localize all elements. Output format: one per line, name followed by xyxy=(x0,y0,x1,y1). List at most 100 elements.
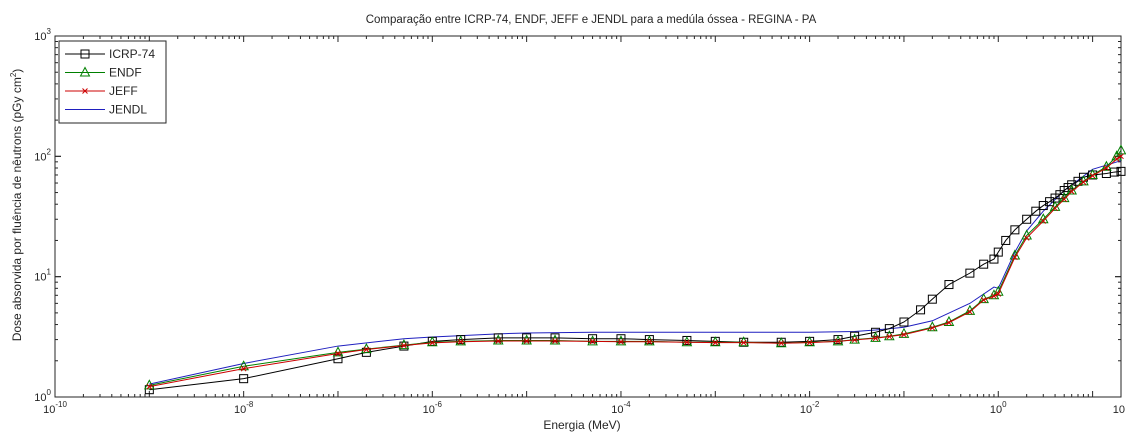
data-point-endf xyxy=(1115,144,1126,155)
data-point-jeff xyxy=(429,339,436,346)
data-point-endf xyxy=(927,321,938,332)
data-point-icrp-74 xyxy=(1116,166,1126,176)
data-point-icrp-74 xyxy=(993,247,1003,257)
x-tick-label-exponent: -8 xyxy=(246,400,254,409)
y-tick-label-exponent: 3 xyxy=(47,27,52,36)
data-point-jeff xyxy=(806,339,813,346)
data-point-jeff xyxy=(991,293,997,299)
data-point-icrp-74 xyxy=(1001,235,1011,245)
x-tick-label-exponent: 0 xyxy=(1002,400,1007,409)
data-point-jeff xyxy=(1118,153,1124,160)
data-point-endf xyxy=(870,331,881,342)
data-point-endf xyxy=(398,339,410,350)
y-tick-label-exponent: 2 xyxy=(47,147,52,156)
data-point-jeff xyxy=(646,338,653,345)
y-tick-label-exponent: 1 xyxy=(47,268,52,277)
data-point-icrp-74 xyxy=(550,333,560,343)
data-point-jeff xyxy=(495,338,502,344)
data-point-jeff xyxy=(1012,254,1018,261)
data-point-icrp-74 xyxy=(239,374,249,384)
legend-label: JENDL xyxy=(109,103,147,117)
data-point-icrp-74 xyxy=(1109,167,1119,177)
series-layer xyxy=(143,144,1126,395)
legend-swatch-marker xyxy=(79,66,91,77)
data-point-jeff xyxy=(1052,205,1058,212)
data-point-endf xyxy=(644,335,655,346)
legend: ICRP-74 ENDF JEFF JENDL xyxy=(58,40,167,124)
data-point-endf xyxy=(587,335,598,346)
y-tick-label: 103 xyxy=(34,27,51,43)
legend-label: JEFF xyxy=(109,84,138,98)
y-tick-label: 101 xyxy=(34,268,51,284)
x-tick-label-base: 10 xyxy=(423,404,435,416)
data-point-icrp-74 xyxy=(588,334,598,344)
series-icrp-74 xyxy=(144,166,1126,395)
y-tick-label: 100 xyxy=(34,388,51,404)
data-point-icrp-74 xyxy=(899,317,909,327)
data-point-endf xyxy=(238,360,249,371)
data-point-icrp-74 xyxy=(871,327,881,337)
data-point-endf xyxy=(709,336,721,347)
data-point-icrp-74 xyxy=(884,324,894,334)
data-point-jeff xyxy=(335,350,341,357)
series-line-jeff xyxy=(149,155,1122,388)
y-tick-label: 102 xyxy=(34,147,51,163)
data-point-endf xyxy=(521,334,532,345)
data-point-jeff xyxy=(946,319,952,326)
x-tick-label: 10-10 xyxy=(43,400,67,416)
data-point-endf xyxy=(992,285,1004,296)
x-tick-label-exponent: -4 xyxy=(624,400,632,409)
plot-area xyxy=(54,35,1122,398)
data-point-endf xyxy=(1111,150,1123,161)
data-point-jeff xyxy=(1068,188,1075,195)
data-point-jeff xyxy=(851,337,858,343)
data-point-endf xyxy=(775,337,787,348)
y-axis-label-close: ) xyxy=(10,69,24,73)
data-point-icrp-74 xyxy=(333,354,343,364)
data-point-jeff xyxy=(995,290,1002,297)
data-point-icrp-74 xyxy=(965,268,975,278)
data-point-jeff xyxy=(901,331,907,338)
y-axis-label-exponent: 2 xyxy=(9,72,18,77)
legend-item-icrp-74: ICRP-74 xyxy=(65,47,155,61)
data-point-endf xyxy=(615,335,627,346)
x-tick-label: 10-6 xyxy=(423,400,443,416)
legend-swatch-marker xyxy=(82,88,88,94)
x-axis-label: Energia (MeV) xyxy=(543,418,620,432)
x-tick-label-base: 10 xyxy=(611,404,623,416)
data-point-jeff xyxy=(980,297,987,303)
data-point-jeff xyxy=(1061,196,1068,203)
data-point-icrp-74 xyxy=(1031,206,1041,216)
data-point-jeff xyxy=(872,335,879,342)
data-point-jeff xyxy=(1080,179,1087,186)
data-point-icrp-74 xyxy=(944,280,954,290)
legend-label: ICRP-74 xyxy=(109,47,155,61)
data-point-endf xyxy=(492,334,504,345)
x-tick-label-base: 10 xyxy=(990,404,1002,416)
data-point-jeff xyxy=(967,309,973,315)
data-point-jeff xyxy=(523,338,530,344)
data-point-icrp-74 xyxy=(522,333,532,343)
data-point-endf xyxy=(849,333,860,344)
x-tick-label: 10-4 xyxy=(611,400,631,416)
chart-title: Comparação entre ICRP-74, ENDF, JEFF e J… xyxy=(366,14,817,26)
data-point-jeff xyxy=(1113,156,1120,162)
series-jeff xyxy=(146,153,1124,390)
x-tick-label-base: 10 xyxy=(234,404,246,416)
data-point-jeff xyxy=(684,339,690,346)
x-tick-label-exponent: -6 xyxy=(435,400,443,409)
data-point-icrp-74 xyxy=(927,294,937,304)
data-point-icrp-74 xyxy=(616,334,626,344)
y-axis-label-main: Dose absorvida por fluência de nêutrons … xyxy=(10,77,24,341)
x-tick-label: 100 xyxy=(990,400,1007,416)
data-point-jeff xyxy=(401,342,407,349)
data-point-jeff xyxy=(1023,235,1030,241)
x-tick-label-base: 10 xyxy=(1113,404,1125,416)
data-point-jeff xyxy=(886,333,893,340)
data-point-jeff xyxy=(1040,218,1047,224)
data-point-endf xyxy=(681,336,693,347)
data-point-endf xyxy=(549,334,561,345)
data-point-icrp-74 xyxy=(916,305,926,315)
data-point-icrp-74 xyxy=(1022,214,1032,224)
